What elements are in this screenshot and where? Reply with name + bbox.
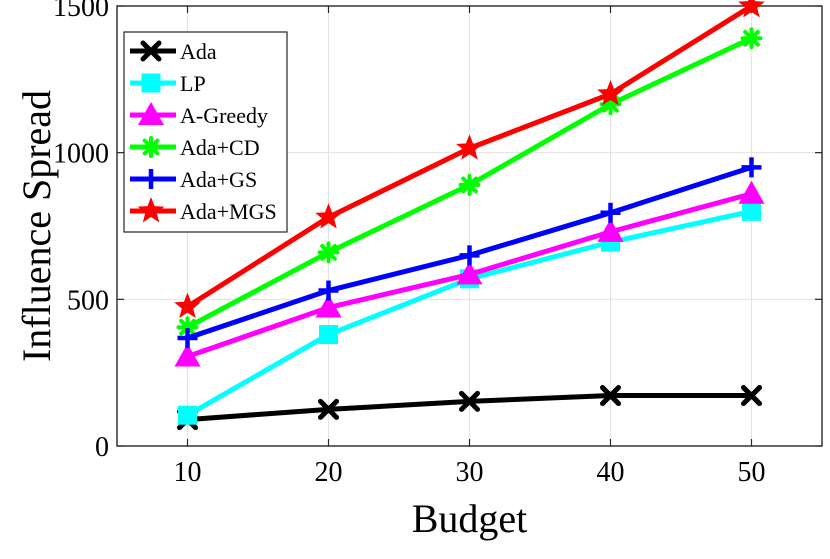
data-point-ada-cd (176, 316, 199, 339)
data-point-ada-mgs (597, 80, 624, 106)
data-point-ada (459, 390, 480, 412)
legend-item-lp: LP (130, 71, 206, 96)
x-tick-label: 40 (597, 457, 625, 488)
series-lines (174, 0, 765, 431)
series-ada-mgs (174, 0, 765, 318)
legend-label: LP (180, 71, 206, 96)
data-point-ada-cd (599, 93, 622, 116)
data-point-ada-gs (318, 280, 339, 301)
data-point-ada (600, 385, 621, 407)
data-point-ada (318, 398, 339, 420)
data-point-a-greedy (738, 180, 765, 204)
data-point-lp (178, 405, 197, 425)
legend-marker (138, 102, 164, 125)
x-tick-label: 30 (456, 457, 484, 488)
data-point-ada (741, 385, 762, 407)
x-tick-label: 10 (174, 457, 202, 488)
legend-marker (137, 197, 165, 223)
legend-marker (140, 40, 162, 62)
legend-item-ada: Ada (130, 39, 217, 64)
series-ada-cd (176, 27, 763, 339)
data-point-lp (742, 201, 761, 221)
data-point-ada-cd (317, 241, 340, 264)
data-point-ada-mgs (738, 0, 765, 18)
series-ada-gs (177, 157, 762, 349)
y-tick-label: 1500 (53, 0, 109, 23)
legend-label: Ada+GS (180, 167, 257, 192)
legend-label: A-Greedy (180, 103, 268, 128)
legend-marker (141, 169, 161, 189)
y-tick-label: 500 (67, 285, 109, 316)
data-point-ada-mgs (456, 134, 483, 160)
data-point-ada-mgs (174, 292, 201, 318)
x-axis-label: Budget (412, 496, 528, 541)
data-point-ada-mgs (315, 203, 342, 229)
data-point-a-greedy (315, 294, 342, 318)
y-tick-label: 0 (95, 432, 109, 463)
legend-marker (140, 136, 162, 158)
y-axis-label: Influence Spread (14, 90, 59, 362)
data-point-ada-gs (600, 202, 621, 223)
data-point-a-greedy (456, 261, 483, 285)
y-tick-label: 1000 (53, 139, 109, 170)
x-tick-label: 50 (738, 457, 766, 488)
data-point-ada-cd (458, 173, 481, 196)
data-point-a-greedy (174, 343, 201, 367)
legend-item-a-greedy: A-Greedy (130, 102, 268, 128)
data-point-ada-gs (459, 245, 480, 266)
legend-item-ada-gs: Ada+GS (130, 167, 257, 192)
data-point-ada-gs (741, 157, 762, 178)
legend-item-ada-mgs: Ada+MGS (130, 197, 277, 224)
legend: Ada LP A-Greedy Ada+CD Ada+GS Ada+MGS (123, 31, 288, 233)
legend-marker (141, 73, 161, 93)
data-point-ada-gs (177, 328, 198, 349)
x-tick-label: 20 (315, 457, 343, 488)
legend-label: Ada+MGS (180, 199, 277, 224)
legend-label: Ada (180, 39, 217, 64)
data-point-lp (319, 325, 338, 345)
legend-item-ada-cd: Ada+CD (130, 135, 260, 160)
series-a-greedy (174, 180, 765, 367)
legend-label: Ada+CD (180, 135, 260, 160)
data-point-a-greedy (597, 218, 624, 242)
series-ada (177, 385, 762, 431)
data-point-ada-cd (740, 27, 763, 50)
